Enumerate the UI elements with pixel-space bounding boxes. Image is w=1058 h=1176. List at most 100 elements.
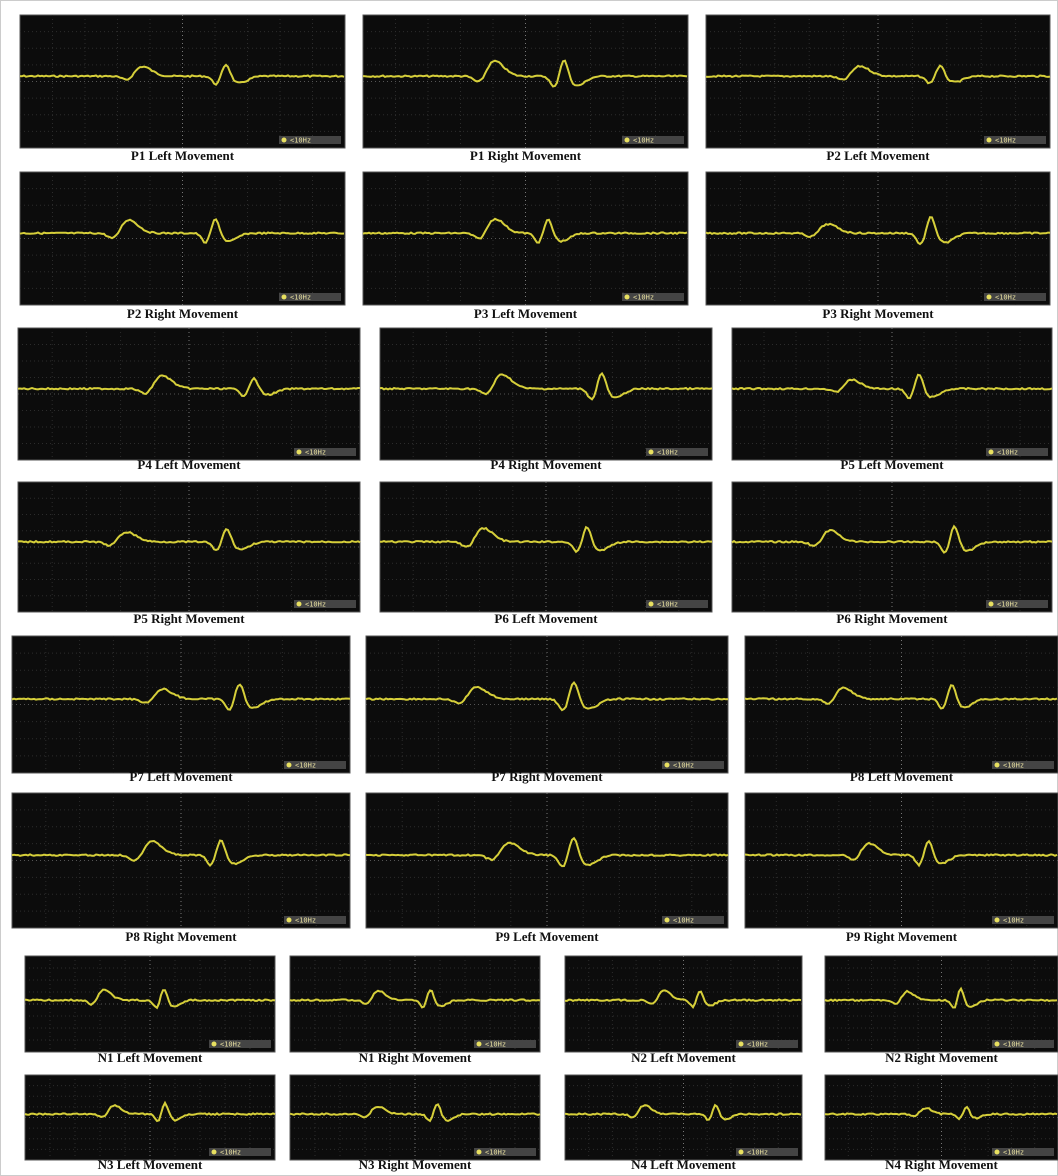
scope-panel: <10Hz P9 Left Movement	[366, 793, 728, 944]
badge-icon	[625, 138, 630, 143]
panel-label: P4 Right Movement	[490, 457, 602, 472]
badge-text: <10Hz	[485, 1149, 506, 1157]
badge-text: <10Hz	[1003, 1149, 1024, 1157]
panel-label: P5 Left Movement	[840, 457, 944, 472]
panel-label: N3 Right Movement	[359, 1157, 472, 1172]
panel-label: N3 Left Movement	[98, 1157, 203, 1172]
panel-label: P1 Right Movement	[470, 148, 582, 163]
badge-text: <10Hz	[220, 1149, 241, 1157]
badge-text: <10Hz	[220, 1041, 241, 1049]
scope-panel: <10Hz P6 Right Movement	[732, 482, 1052, 626]
badge-text: <10Hz	[290, 294, 311, 302]
panel-label: P3 Right Movement	[822, 306, 934, 321]
panel-label: P9 Left Movement	[495, 929, 599, 944]
panel-label: P2 Left Movement	[826, 148, 930, 163]
panel-label: P2 Right Movement	[127, 306, 239, 321]
panel-label: N1 Right Movement	[359, 1050, 472, 1065]
scope-panel: <10Hz P6 Left Movement	[380, 482, 712, 626]
scope-panel: <10Hz P4 Left Movement	[18, 328, 360, 472]
badge-text: <10Hz	[295, 762, 316, 770]
badge-icon	[739, 1150, 744, 1155]
badge-icon	[287, 918, 292, 923]
badge-text: <10Hz	[1003, 917, 1024, 925]
badge-icon	[625, 295, 630, 300]
scope-panel: <10Hz N4 Left Movement	[565, 1075, 802, 1172]
scope-panel: <10Hz N1 Left Movement	[25, 956, 275, 1065]
badge-icon	[477, 1042, 482, 1047]
panel-label: N4 Right Movement	[885, 1157, 998, 1172]
scope-panel: <10Hz P3 Right Movement	[706, 172, 1050, 321]
badge-text: <10Hz	[747, 1041, 768, 1049]
badge-icon	[287, 763, 292, 768]
badge-text: <10Hz	[305, 601, 326, 609]
panel-label: P8 Left Movement	[850, 769, 954, 784]
badge-text: <10Hz	[295, 917, 316, 925]
panel-label: P6 Right Movement	[836, 611, 948, 626]
panel-label: N2 Left Movement	[631, 1050, 736, 1065]
panel-label: P9 Right Movement	[846, 929, 958, 944]
badge-icon	[649, 450, 654, 455]
badge-icon	[297, 602, 302, 607]
badge-icon	[282, 295, 287, 300]
badge-icon	[297, 450, 302, 455]
scope-panel: <10Hz N2 Right Movement	[825, 956, 1058, 1065]
panel-label: N1 Left Movement	[98, 1050, 203, 1065]
panel-label: P3 Left Movement	[474, 306, 578, 321]
panel-label: P5 Right Movement	[133, 611, 245, 626]
panel-label: P8 Right Movement	[125, 929, 237, 944]
badge-icon	[995, 763, 1000, 768]
scope-panel: <10Hz P2 Left Movement	[706, 15, 1050, 163]
badge-icon	[665, 763, 670, 768]
badge-text: <10Hz	[997, 601, 1018, 609]
scope-panel: <10Hz P1 Right Movement	[363, 15, 688, 163]
badge-text: <10Hz	[485, 1041, 506, 1049]
badge-icon	[987, 295, 992, 300]
scope-panel: <10Hz P8 Left Movement	[745, 636, 1058, 784]
badge-text: <10Hz	[995, 137, 1016, 145]
scope-panel: <10Hz P9 Right Movement	[745, 793, 1058, 944]
badge-icon	[739, 1042, 744, 1047]
badge-icon	[665, 918, 670, 923]
badge-text: <10Hz	[1003, 1041, 1024, 1049]
badge-text: <10Hz	[657, 601, 678, 609]
badge-icon	[995, 1150, 1000, 1155]
badge-text: <10Hz	[673, 917, 694, 925]
scope-panel: <10Hz P5 Left Movement	[732, 328, 1052, 472]
badge-text: <10Hz	[290, 137, 311, 145]
badge-text: <10Hz	[1003, 762, 1024, 770]
panel-label: P1 Left Movement	[131, 148, 235, 163]
panel-label: N4 Left Movement	[631, 1157, 736, 1172]
scope-panel: <10Hz P3 Left Movement	[363, 172, 688, 321]
badge-text: <10Hz	[997, 449, 1018, 457]
scope-panel: <10Hz N3 Right Movement	[290, 1075, 540, 1172]
panel-label: P6 Left Movement	[494, 611, 598, 626]
panel-label: N2 Right Movement	[885, 1050, 998, 1065]
scope-panel: <10Hz N4 Right Movement	[825, 1075, 1058, 1172]
badge-icon	[212, 1150, 217, 1155]
badge-text: <10Hz	[305, 449, 326, 457]
badge-text: <10Hz	[633, 294, 654, 302]
scope-panel: <10Hz P8 Right Movement	[12, 793, 350, 944]
badge-icon	[212, 1042, 217, 1047]
scope-panel: <10Hz P2 Right Movement	[20, 172, 345, 321]
scope-panel: <10Hz N2 Left Movement	[565, 956, 802, 1065]
badge-icon	[995, 1042, 1000, 1047]
badge-icon	[282, 138, 287, 143]
badge-text: <10Hz	[995, 294, 1016, 302]
badge-text: <10Hz	[747, 1149, 768, 1157]
badge-text: <10Hz	[673, 762, 694, 770]
scope-panel: <10Hz P5 Right Movement	[18, 482, 360, 626]
badge-text: <10Hz	[657, 449, 678, 457]
badge-icon	[989, 602, 994, 607]
scope-panel: <10Hz P1 Left Movement	[20, 15, 345, 163]
badge-icon	[477, 1150, 482, 1155]
badge-icon	[989, 450, 994, 455]
badge-icon	[995, 918, 1000, 923]
scope-panel: <10Hz N3 Left Movement	[25, 1075, 275, 1172]
panel-label: P4 Left Movement	[137, 457, 241, 472]
badge-text: <10Hz	[633, 137, 654, 145]
scope-panel: <10Hz N1 Right Movement	[290, 956, 540, 1065]
badge-icon	[987, 138, 992, 143]
panel-label: P7 Left Movement	[129, 769, 233, 784]
